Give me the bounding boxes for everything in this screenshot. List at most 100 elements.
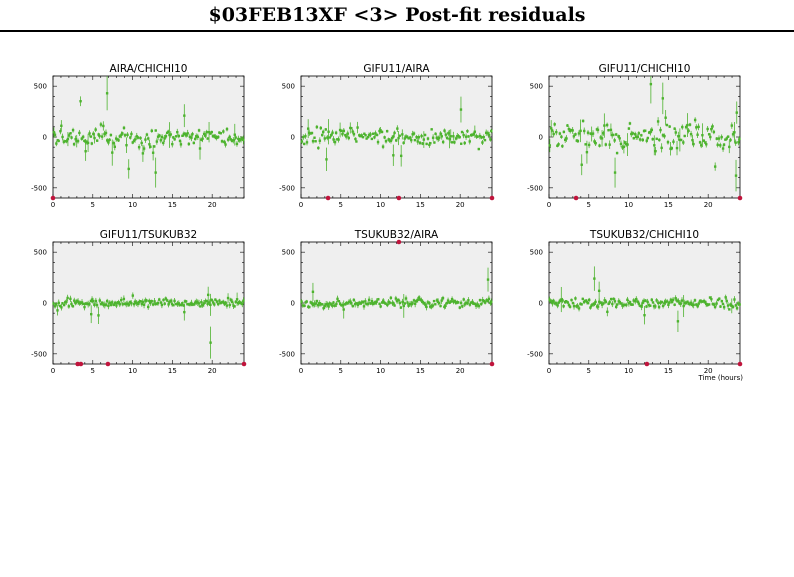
data-point bbox=[351, 304, 355, 308]
data-point bbox=[66, 137, 70, 141]
data-point bbox=[300, 140, 304, 143]
data-point bbox=[653, 144, 656, 147]
data-point bbox=[407, 304, 410, 307]
data-point bbox=[389, 139, 393, 143]
data-point bbox=[733, 298, 736, 301]
data-point bbox=[724, 138, 727, 141]
data-point bbox=[411, 133, 414, 136]
data-point bbox=[581, 297, 584, 301]
data-point bbox=[607, 302, 610, 305]
data-point bbox=[225, 304, 229, 307]
data-point bbox=[120, 133, 123, 136]
data-point bbox=[242, 299, 245, 302]
data-point bbox=[219, 132, 222, 135]
data-point bbox=[63, 140, 67, 143]
data-point bbox=[230, 139, 234, 142]
x-tick-label: 0 bbox=[547, 367, 551, 375]
data-point bbox=[450, 297, 454, 301]
data-point bbox=[728, 145, 731, 149]
data-point bbox=[398, 301, 402, 305]
data-point bbox=[589, 306, 592, 309]
data-point bbox=[738, 137, 741, 141]
data-point bbox=[667, 303, 670, 307]
data-point bbox=[613, 300, 617, 303]
data-point bbox=[147, 305, 150, 309]
data-point bbox=[634, 133, 637, 136]
data-point bbox=[179, 143, 183, 146]
data-point bbox=[159, 139, 163, 142]
data-point bbox=[120, 298, 123, 302]
data-point bbox=[332, 301, 335, 304]
data-point bbox=[403, 302, 407, 305]
data-point bbox=[478, 298, 482, 302]
data-point bbox=[54, 303, 58, 306]
data-point bbox=[602, 302, 605, 305]
data-point bbox=[148, 143, 151, 146]
data-point bbox=[342, 129, 346, 133]
data-point bbox=[93, 136, 96, 140]
data-point bbox=[600, 137, 604, 140]
data-point bbox=[428, 301, 431, 305]
data-point bbox=[310, 131, 314, 135]
data-point bbox=[142, 303, 146, 306]
data-point bbox=[158, 298, 161, 301]
data-point bbox=[485, 298, 488, 302]
data-point bbox=[180, 303, 183, 307]
data-point bbox=[718, 297, 721, 300]
data-point bbox=[586, 301, 590, 305]
data-point bbox=[418, 141, 422, 145]
data-point bbox=[656, 120, 660, 123]
data-point bbox=[632, 299, 635, 302]
data-point bbox=[218, 299, 221, 302]
x-tick-label: 15 bbox=[168, 201, 177, 209]
data-point bbox=[207, 130, 211, 134]
data-point bbox=[302, 135, 305, 139]
y-tick-label: 500 bbox=[530, 83, 543, 91]
data-point bbox=[408, 302, 412, 306]
data-point bbox=[599, 301, 603, 304]
data-point bbox=[721, 302, 725, 306]
data-point bbox=[225, 127, 229, 131]
data-point bbox=[373, 136, 376, 139]
data-point bbox=[218, 131, 221, 134]
data-point bbox=[590, 304, 593, 307]
data-point bbox=[242, 138, 245, 142]
data-point bbox=[397, 298, 400, 302]
data-point bbox=[594, 142, 597, 145]
data-point bbox=[156, 301, 160, 305]
data-point bbox=[336, 297, 339, 301]
data-point bbox=[603, 299, 606, 302]
data-point bbox=[305, 141, 309, 144]
data-point bbox=[338, 302, 342, 305]
data-point bbox=[220, 301, 224, 304]
data-point bbox=[646, 136, 650, 140]
data-point bbox=[702, 139, 706, 142]
data-point bbox=[623, 141, 626, 144]
data-point bbox=[566, 301, 569, 304]
data-point bbox=[673, 127, 676, 130]
data-point bbox=[441, 296, 445, 300]
data-point bbox=[615, 305, 618, 309]
data-point bbox=[350, 127, 353, 130]
data-point bbox=[710, 297, 713, 301]
data-point bbox=[477, 147, 480, 151]
y-tick-label: 500 bbox=[282, 83, 295, 91]
data-point bbox=[566, 124, 569, 127]
data-point bbox=[52, 131, 56, 134]
data-point bbox=[612, 133, 615, 137]
data-point bbox=[480, 302, 483, 306]
outlier-point bbox=[737, 361, 743, 367]
data-point bbox=[562, 130, 566, 134]
data-point bbox=[456, 134, 459, 138]
data-point bbox=[80, 301, 84, 304]
chart-title: AIRA/CHICHI10 bbox=[110, 63, 188, 75]
data-point bbox=[701, 300, 704, 303]
data-point bbox=[210, 130, 213, 134]
data-point bbox=[72, 143, 76, 146]
data-point bbox=[699, 300, 703, 303]
data-point bbox=[86, 302, 90, 306]
chart-title: TSUKUB32/CHICHI10 bbox=[589, 229, 699, 241]
data-point bbox=[115, 304, 118, 307]
data-point bbox=[328, 136, 331, 139]
data-point bbox=[116, 301, 119, 304]
